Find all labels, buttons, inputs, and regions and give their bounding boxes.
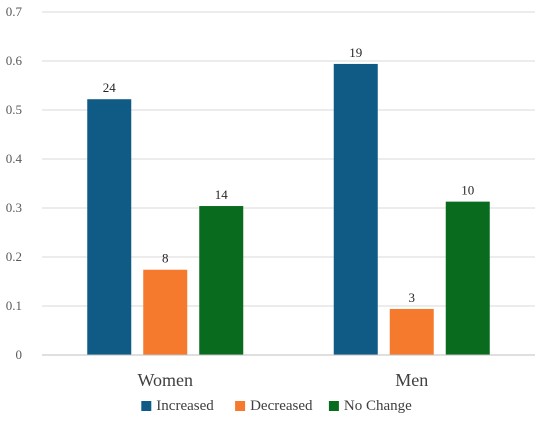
legend-swatch-increased (141, 401, 152, 411)
y-tick-label: 0.4 (6, 151, 23, 166)
legend-label-increased: Increased (156, 398, 214, 414)
bar-no-change-women (199, 206, 244, 355)
data-label: 3 (409, 290, 416, 305)
legend: Increased Decreased No Change (141, 398, 412, 414)
bar-increased-men (333, 63, 378, 355)
x-axis: Women Men (42, 354, 535, 390)
data-label: 8 (162, 251, 169, 266)
bar-decreased-women (143, 269, 188, 355)
y-tick-label: 0 (16, 347, 23, 362)
y-tick-label: 0.2 (6, 249, 22, 264)
legend-swatch-no-change (328, 401, 339, 411)
y-axis: 0 0.1 0.2 0.3 0.4 0.5 0.6 0.7 (6, 4, 23, 362)
bar-no-change-men (445, 201, 490, 355)
y-tick-label: 0.3 (6, 200, 22, 215)
y-tick-label: 0.6 (6, 53, 23, 68)
x-category-label: Men (395, 370, 428, 390)
data-label: 24 (103, 80, 117, 95)
legend-label-decreased: Decreased (250, 398, 313, 414)
bar-decreased-men (389, 308, 434, 355)
y-tick-label: 0.7 (6, 4, 23, 19)
data-label: 19 (349, 45, 362, 60)
data-label: 14 (215, 187, 229, 202)
legend-label-no-change: No Change (344, 398, 412, 414)
legend-swatch-decreased (235, 401, 246, 411)
y-tick-label: 0.5 (6, 102, 22, 117)
x-category-label: Women (137, 370, 193, 390)
data-label: 10 (461, 183, 474, 198)
bar-increased-women (87, 99, 132, 355)
y-tick-label: 0.1 (6, 298, 22, 313)
bars: 24 8 14 19 3 10 (87, 45, 490, 355)
